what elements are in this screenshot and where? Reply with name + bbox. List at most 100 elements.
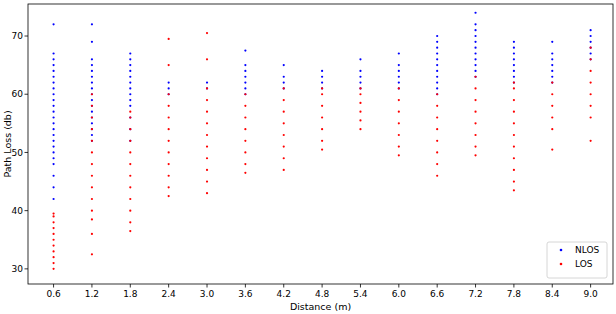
point — [244, 105, 246, 107]
point — [129, 99, 131, 101]
point — [52, 87, 54, 89]
point — [91, 76, 93, 78]
point — [436, 87, 438, 89]
point — [91, 41, 93, 43]
point — [436, 41, 438, 43]
point — [244, 116, 246, 118]
point — [91, 116, 93, 118]
point — [474, 122, 476, 124]
y-tick-label: 60 — [12, 89, 24, 99]
point — [52, 175, 54, 177]
x-tick-label: 5.4 — [353, 289, 368, 299]
x-tick-label: 7.2 — [468, 289, 482, 299]
point — [551, 81, 553, 83]
point — [168, 175, 170, 177]
point — [398, 122, 400, 124]
point — [52, 116, 54, 118]
point — [590, 47, 592, 49]
point — [91, 175, 93, 177]
x-tick — [590, 284, 591, 288]
point — [513, 157, 515, 159]
point — [129, 93, 131, 95]
point — [206, 192, 208, 194]
point — [52, 93, 54, 95]
point — [52, 111, 54, 113]
point — [91, 233, 93, 235]
point — [129, 116, 131, 118]
point — [129, 140, 131, 142]
point — [129, 210, 131, 212]
y-tick — [25, 36, 29, 37]
point — [398, 87, 400, 89]
point — [244, 140, 246, 142]
point — [321, 87, 323, 89]
points — [52, 12, 591, 270]
point — [513, 41, 515, 43]
x-tick-label: 6.6 — [430, 289, 445, 299]
point — [283, 134, 285, 136]
point — [590, 81, 592, 83]
point — [91, 105, 93, 107]
point — [436, 81, 438, 83]
point — [474, 12, 476, 14]
x-tick — [245, 284, 246, 288]
point — [590, 35, 592, 37]
point — [398, 76, 400, 78]
x-tick — [130, 284, 131, 288]
point — [321, 148, 323, 150]
point — [283, 157, 285, 159]
point — [91, 87, 93, 89]
point — [513, 189, 515, 191]
point — [129, 151, 131, 153]
point — [91, 218, 93, 220]
point — [91, 64, 93, 66]
point — [436, 52, 438, 54]
point — [474, 154, 476, 156]
x-tick — [360, 284, 361, 288]
point — [244, 151, 246, 153]
point — [129, 163, 131, 165]
x-tick-label: 8.4 — [545, 289, 560, 299]
point — [321, 93, 323, 95]
legend-label: NLOS — [575, 245, 600, 255]
point — [436, 93, 438, 95]
point — [91, 128, 93, 130]
point — [398, 64, 400, 66]
point — [359, 128, 361, 130]
x-tick-label: 3.0 — [200, 289, 215, 299]
point — [129, 221, 131, 223]
point — [513, 169, 515, 171]
point — [513, 52, 515, 54]
x-tick-label: 3.6 — [238, 289, 253, 299]
point — [321, 140, 323, 142]
point — [52, 64, 54, 66]
point — [244, 87, 246, 89]
x-tick-label: 2.4 — [161, 289, 176, 299]
x-tick — [475, 284, 476, 288]
point — [52, 105, 54, 107]
y-tick — [25, 268, 29, 269]
point — [359, 87, 361, 89]
x-tick-label: 1.2 — [85, 289, 99, 299]
x-axis-label: Distance (m) — [290, 301, 351, 312]
point — [52, 70, 54, 72]
point — [590, 116, 592, 118]
point — [91, 151, 93, 153]
point — [129, 64, 131, 66]
y-tick — [25, 94, 29, 95]
point — [474, 23, 476, 25]
y-tick-label: 30 — [12, 264, 24, 274]
point — [91, 58, 93, 60]
point — [52, 244, 54, 246]
point — [168, 195, 170, 197]
point — [474, 47, 476, 49]
point — [398, 52, 400, 54]
point — [513, 180, 515, 182]
point — [91, 70, 93, 72]
point — [359, 70, 361, 72]
point — [206, 134, 208, 136]
point — [513, 64, 515, 66]
point — [129, 140, 131, 142]
point — [52, 239, 54, 241]
point — [52, 268, 54, 270]
